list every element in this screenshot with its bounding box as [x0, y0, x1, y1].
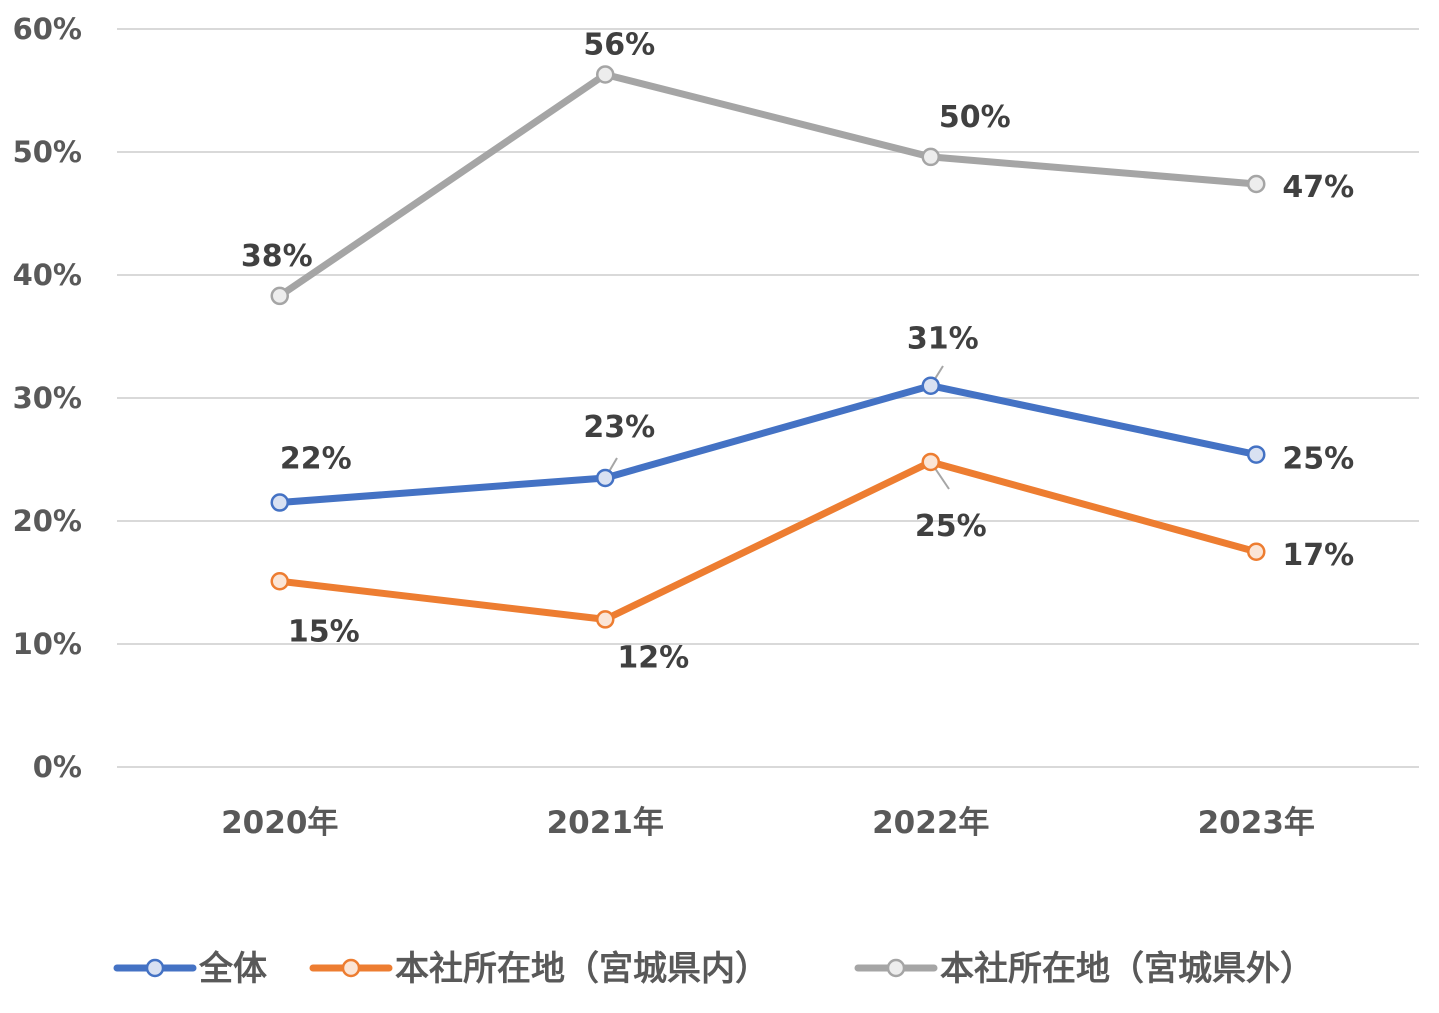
- data-point: [270, 286, 289, 306]
- legend-marker: [886, 958, 906, 978]
- data-label: 25%: [915, 509, 987, 544]
- legend-label: 本社所在地（宮城県外）: [940, 949, 1314, 989]
- data-point: [1247, 445, 1266, 464]
- x-tick-label: 2020年: [221, 805, 338, 841]
- data-point: [921, 376, 940, 395]
- x-tick-label: 2023年: [1198, 805, 1315, 841]
- x-tick-label: 2022年: [872, 805, 989, 841]
- data-label: 47%: [1282, 170, 1354, 205]
- y-tick-label: 60%: [13, 12, 82, 46]
- series-line: [276, 458, 1260, 623]
- data-point: [596, 468, 615, 488]
- data-point: [921, 452, 940, 472]
- data-point: [270, 572, 289, 591]
- x-tick-label: 2021年: [547, 805, 664, 841]
- data-label: 23%: [583, 410, 655, 445]
- y-tick-label: 30%: [13, 381, 82, 415]
- data-label: 12%: [617, 640, 689, 675]
- y-tick-label: 40%: [13, 258, 82, 292]
- data-point: [270, 493, 289, 512]
- data-point: [1247, 174, 1266, 194]
- legend-marker: [341, 958, 361, 978]
- series-line: [276, 71, 1260, 300]
- data-label: 50%: [939, 100, 1011, 135]
- y-tick-label: 50%: [13, 135, 82, 169]
- data-label: 17%: [1282, 538, 1354, 573]
- data-label: 25%: [1282, 442, 1354, 477]
- data-label: 31%: [907, 322, 979, 357]
- legend-marker: [145, 958, 165, 978]
- data-label: 38%: [241, 239, 313, 274]
- data-label: 22%: [280, 442, 352, 477]
- data-point: [1247, 542, 1266, 561]
- legend-label: 本社所在地（宮城県内）: [395, 949, 769, 989]
- data-label: 56%: [583, 28, 655, 63]
- data-point: [596, 610, 615, 629]
- data-label: 15%: [288, 614, 360, 649]
- series-line: [276, 382, 1260, 507]
- y-tick-label: 10%: [13, 627, 82, 661]
- y-tick-label: 0%: [33, 750, 82, 784]
- y-tick-label: 20%: [13, 504, 82, 538]
- data-point: [921, 147, 940, 167]
- legend-label: 全体: [198, 949, 267, 989]
- data-point: [596, 65, 615, 84]
